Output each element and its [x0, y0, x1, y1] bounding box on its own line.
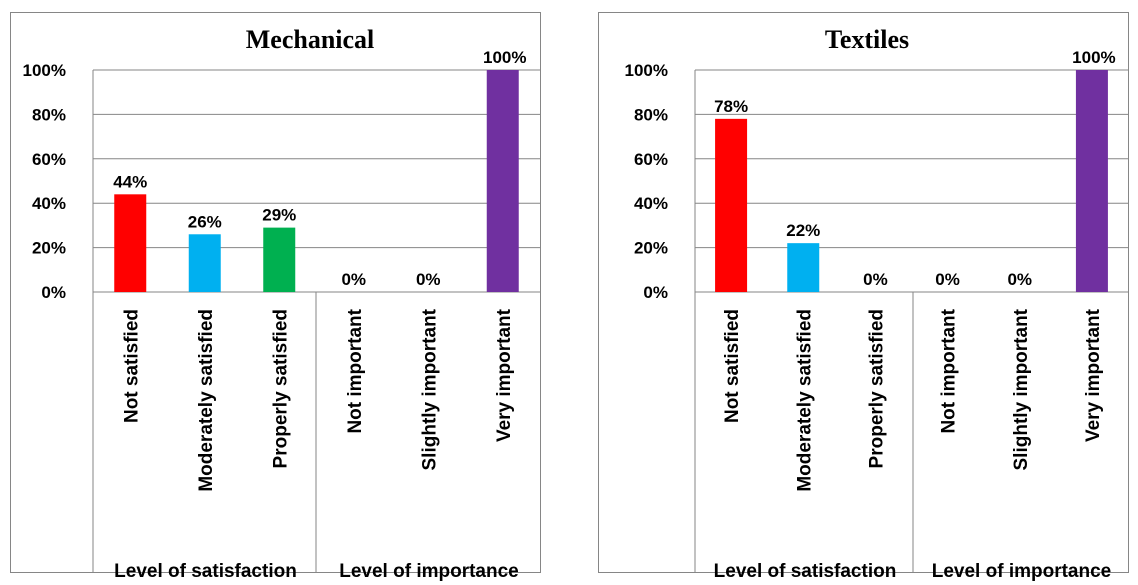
chart-title: Mechanical	[246, 25, 375, 54]
data-label: 78%	[714, 97, 748, 116]
group-label: Level of satisfaction	[714, 561, 897, 582]
data-label: 29%	[262, 206, 296, 225]
category-label: Slightly important	[419, 308, 440, 470]
y-tick-label: 0%	[643, 283, 668, 302]
y-tick-label: 100%	[625, 61, 668, 80]
category-label: Properly satisfied	[270, 309, 291, 468]
group-label: Level of importance	[339, 561, 519, 582]
chart-title: Textiles	[825, 25, 909, 54]
category-label: Not important	[939, 308, 960, 433]
category-label: Not important	[345, 308, 366, 433]
data-label: 0%	[935, 270, 960, 289]
y-tick-label: 40%	[634, 194, 668, 213]
y-tick-label: 0%	[41, 283, 66, 302]
data-label: 0%	[1007, 270, 1032, 289]
y-tick-label: 80%	[32, 105, 66, 124]
bar	[1075, 70, 1108, 292]
bar	[486, 70, 519, 292]
y-tick-label: 20%	[32, 239, 66, 258]
bar	[188, 234, 221, 292]
bar	[715, 118, 748, 292]
data-label: 0%	[341, 270, 366, 289]
category-label: Very important	[494, 308, 515, 442]
category-label: Moderately satisfied	[794, 309, 815, 492]
bar	[787, 243, 820, 292]
category-label: Properly satisfied	[866, 309, 887, 468]
data-label: 100%	[483, 48, 526, 67]
data-label: 26%	[188, 212, 222, 231]
category-label: Not satisfied	[121, 309, 142, 423]
category-label: Not satisfied	[722, 309, 743, 423]
y-tick-label: 100%	[23, 61, 66, 80]
y-tick-label: 40%	[32, 194, 66, 213]
category-label: Slightly important	[1011, 308, 1032, 470]
category-label: Very important	[1083, 308, 1104, 442]
data-label: 0%	[416, 270, 441, 289]
data-label: 0%	[863, 270, 888, 289]
group-label: Level of satisfaction	[114, 561, 297, 582]
chart-textiles: Textiles 0% 20% 40% 60% 80% 100% 78% Not satisfi…	[598, 12, 1129, 582]
bar	[114, 194, 147, 292]
y-tick-label: 20%	[634, 239, 668, 258]
data-label: 100%	[1072, 48, 1115, 67]
data-label: 44%	[113, 172, 147, 191]
category-label: Moderately satisfied	[196, 309, 217, 492]
group-label: Level of importance	[932, 561, 1112, 582]
y-tick-label: 60%	[32, 150, 66, 169]
bar	[263, 227, 296, 292]
chart-mechanical: Mechanical 0% 20% 40% 60% 80% 100% 44% Not satis…	[10, 12, 541, 582]
y-tick-label: 80%	[634, 105, 668, 124]
y-tick-label: 60%	[634, 150, 668, 169]
data-label: 22%	[786, 221, 820, 240]
